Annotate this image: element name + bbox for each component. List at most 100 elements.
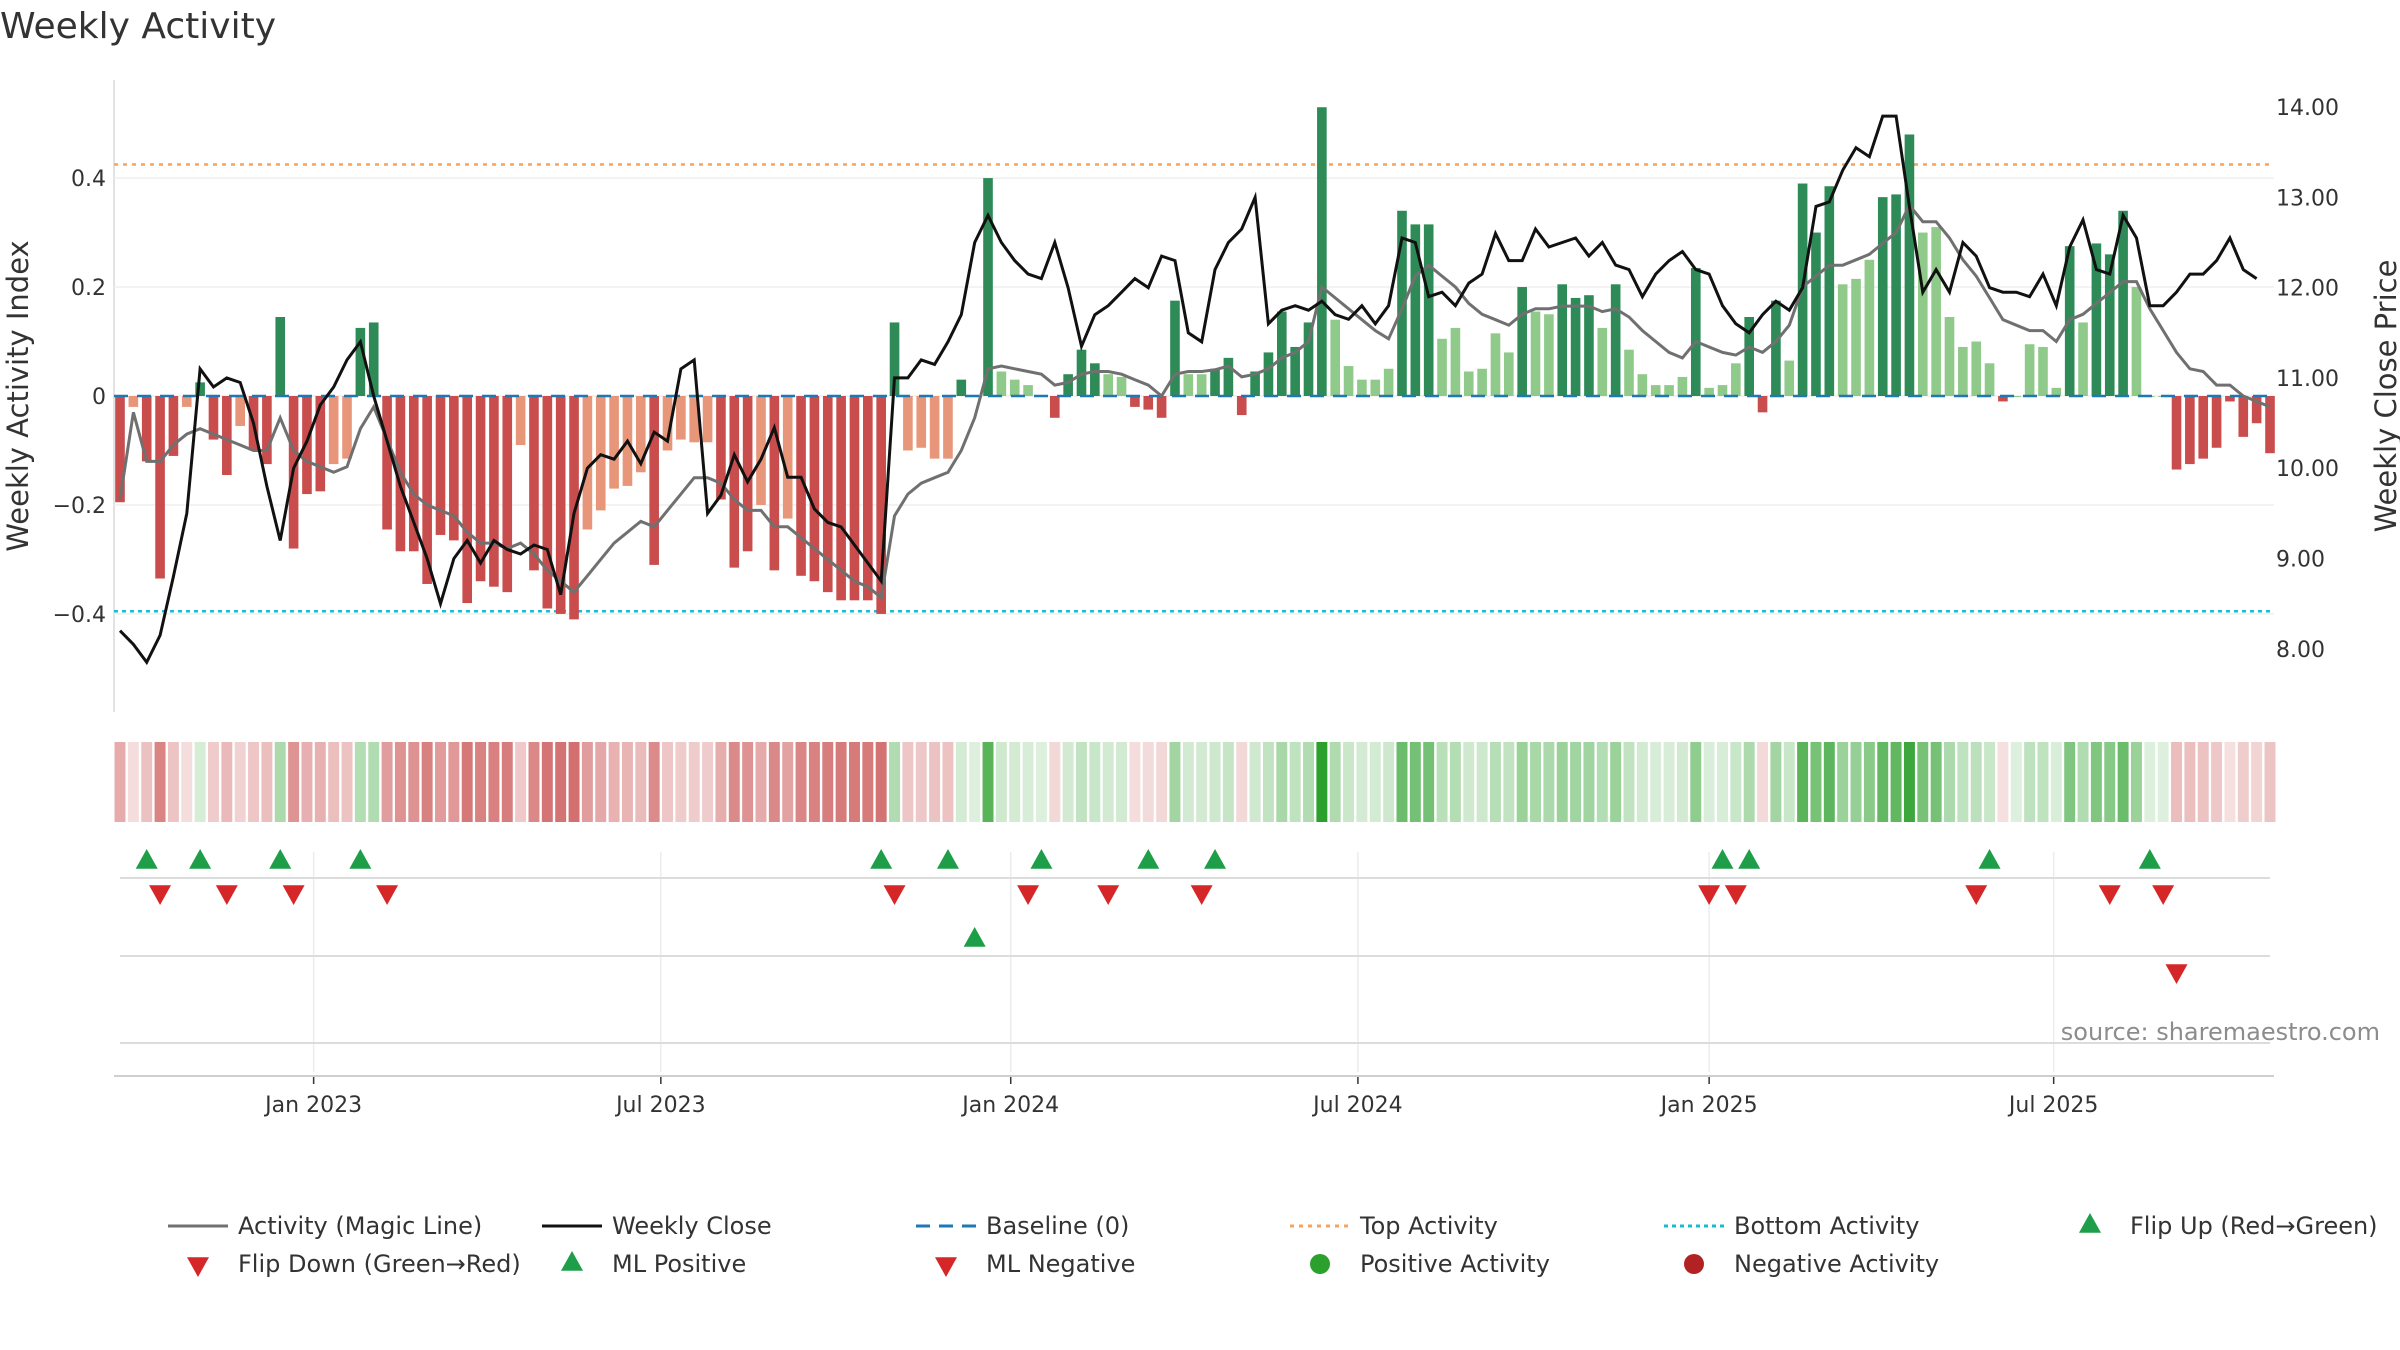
- legend-down-triangle-icon: [935, 1257, 957, 1277]
- heat-strip-cell: [621, 742, 633, 822]
- heat-strip-cell: [1623, 742, 1635, 822]
- left-tick-label: −0.4: [53, 603, 106, 628]
- heat-strip-cell: [1890, 742, 1902, 822]
- activity-bar: [849, 396, 860, 601]
- heat-strip-cell: [2010, 742, 2022, 822]
- activity-bar: [502, 396, 513, 593]
- heat-strip-cell: [688, 742, 700, 822]
- heat-strip-cell: [1129, 742, 1141, 822]
- heat-strip-cell: [1650, 742, 1662, 822]
- heat-strip-cell: [1703, 742, 1715, 822]
- heat-strip-cell: [488, 742, 500, 822]
- activity-bar: [1290, 346, 1300, 396]
- activity-bar: [141, 396, 152, 462]
- heat-strip-cell: [1222, 742, 1234, 822]
- right-tick-label: 14.00: [2276, 96, 2339, 121]
- activity-bar: [1049, 396, 1060, 418]
- activity-bar: [903, 396, 913, 451]
- heat-strip-cell: [1076, 742, 1087, 822]
- heat-strip-cell: [1116, 742, 1128, 822]
- activity-bar: [368, 322, 379, 396]
- heat-strip-cell: [2224, 742, 2236, 822]
- legend-label: Activity (Magic Line): [238, 1212, 482, 1240]
- heat-strip-cell: [2157, 742, 2169, 822]
- heat-strip-cell: [1930, 742, 1942, 822]
- heat-strip-cell: [1863, 742, 1875, 822]
- heat-strip-cell: [581, 742, 593, 822]
- activity-bar: [1477, 368, 1487, 396]
- activity-bar: [1704, 387, 1714, 396]
- heat-strip-cell: [822, 742, 834, 822]
- activity-bar: [1343, 366, 1354, 396]
- legend-label: ML Positive: [612, 1250, 746, 1278]
- activity-bar: [1584, 295, 1594, 396]
- activity-bar: [475, 396, 486, 582]
- heat-strip-cell: [1062, 742, 1074, 822]
- activity-bar: [2171, 396, 2182, 470]
- heat-strip-cell: [2064, 742, 2076, 822]
- heat-strip-cell: [2171, 742, 2182, 822]
- heat-strip-cell: [194, 742, 206, 822]
- activity-bar: [1303, 322, 1314, 396]
- heat-strip-cell: [1049, 742, 1061, 822]
- activity-bar: [1063, 374, 1073, 396]
- activity-bar: [222, 396, 232, 475]
- flip-down-marker: [376, 885, 399, 905]
- legend-label: Negative Activity: [1734, 1250, 1939, 1278]
- activity-bar: [1877, 197, 1888, 396]
- activity-bar: [408, 396, 419, 552]
- heat-strip-cell: [848, 742, 860, 822]
- activity-bar: [929, 396, 940, 459]
- heat-strip-cell: [1957, 742, 1969, 822]
- activity-bar: [1557, 284, 1568, 396]
- heat-strip-cell: [1516, 742, 1528, 822]
- activity-bar: [1544, 314, 1554, 396]
- activity-bar: [155, 396, 165, 579]
- left-tick-label: 0.2: [71, 276, 106, 301]
- heat-strip-cell: [461, 742, 473, 822]
- legend-label: ML Negative: [986, 1250, 1135, 1278]
- heat-strip-cell: [408, 742, 420, 822]
- activity-bar: [836, 396, 846, 601]
- activity-bar: [916, 396, 927, 448]
- right-tick-label: 8.00: [2276, 638, 2325, 663]
- flip-up-marker: [189, 849, 212, 869]
- activity-bar: [889, 322, 900, 396]
- heat-strip-cell: [1396, 742, 1408, 822]
- heat-strip-cell: [435, 742, 446, 822]
- legend-down-triangle-icon: [187, 1257, 209, 1277]
- activity-bar: [195, 382, 205, 396]
- activity-bar: [702, 396, 713, 443]
- activity-bar: [1784, 360, 1795, 396]
- heat-strip-cell: [1356, 742, 1368, 822]
- heat-strip-cell: [2130, 742, 2142, 822]
- left-axis-label: Weekly Activity Index: [1, 240, 35, 551]
- heat-strip-cell: [782, 742, 794, 822]
- activity-bar: [636, 396, 646, 473]
- activity-bar: [1223, 357, 1234, 396]
- heat-strip-cell: [274, 742, 286, 822]
- activity-bar: [1357, 379, 1367, 396]
- flip-up-marker: [269, 849, 292, 869]
- activity-bar: [1958, 346, 1968, 396]
- activity-bar: [1757, 396, 1768, 413]
- activity-bar: [435, 396, 446, 535]
- activity-bar: [1998, 396, 2008, 402]
- activity-bar: [1864, 259, 1875, 396]
- heat-strip-cell: [1984, 742, 1996, 822]
- legend-label: Bottom Activity: [1734, 1212, 1919, 1240]
- activity-bar: [449, 396, 459, 541]
- flip-down-marker: [1724, 885, 1747, 905]
- flip-up-marker: [870, 849, 893, 869]
- activity-bar: [2238, 396, 2249, 437]
- left-tick-label: 0.4: [71, 167, 106, 192]
- flip-up-marker: [2138, 849, 2161, 869]
- activity-bar: [302, 396, 312, 495]
- heat-strip-cell: [394, 742, 406, 822]
- activity-bar: [2024, 344, 2035, 396]
- heat-strip-cell: [354, 742, 366, 822]
- heat-strip-cell: [288, 742, 300, 822]
- heat-strip-cell: [1583, 742, 1595, 822]
- flip-down-marker: [1190, 885, 1213, 905]
- activity-bar: [956, 379, 967, 396]
